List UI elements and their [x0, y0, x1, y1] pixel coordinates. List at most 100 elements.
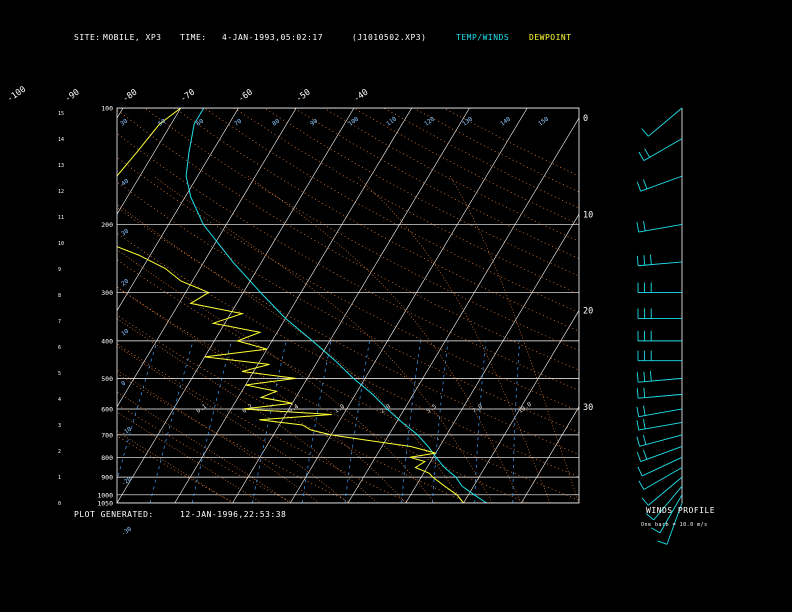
dry-adiabat-line [203, 108, 579, 313]
height-km-tick: 10 [58, 241, 64, 247]
isotherm-label-top: -90 [63, 87, 81, 104]
wind-barb-flag [638, 480, 645, 490]
mixing-ratio-line [117, 340, 158, 481]
height-km-tick: 0 [58, 501, 61, 507]
time-value: 4-JAN-1993,05:02:17 [222, 33, 324, 42]
moist-adiabat-line [117, 286, 407, 503]
mixing-ratio-label: 0.1 [195, 403, 208, 415]
moist-adiabat-line [117, 369, 320, 503]
wind-barb-flag [636, 388, 639, 399]
legend-dewpoint: DEWPOINT [529, 33, 572, 42]
wind-barb-flag [641, 128, 649, 137]
mixing-ratio-line [401, 340, 421, 503]
isotherm-label-top: -80 [121, 87, 139, 104]
mixing-ratio-line [344, 340, 370, 503]
dry-adiabat-line [413, 108, 579, 193]
pressure-tick-label: 600 [101, 405, 113, 413]
isotherm-line [117, 108, 239, 312]
dry-adiabat-label: 110 [385, 115, 398, 127]
theta-label-left: 30 [120, 228, 130, 238]
wind-barb-flag [636, 181, 642, 192]
isotherm-line [0, 108, 8, 503]
winds-profile-label: WINDS PROFILE [646, 506, 716, 515]
dry-adiabat-label: 100 [347, 115, 360, 127]
wind-barb-staff [643, 138, 683, 162]
wind-barb-flag [637, 466, 643, 477]
wind-barb-staff [659, 494, 683, 534]
wind-barb-flag [649, 254, 652, 265]
dry-adiabat-line [383, 108, 579, 209]
wind-barb-flag [642, 405, 646, 416]
dry-adiabat-label: 60 [195, 118, 205, 128]
isotherm-line [578, 502, 579, 503]
wind-barb-flag [649, 371, 652, 382]
dry-adiabat-line [233, 108, 579, 295]
moist-adiabat-line [449, 175, 579, 503]
wind-barb-flag [636, 420, 640, 431]
temperature-profile-line [185, 108, 487, 503]
height-km-tick: 11 [58, 215, 64, 221]
wind-barb-staff [638, 421, 683, 431]
pressure-tick-label: 100 [101, 105, 113, 113]
dry-adiabat-label: 130 [461, 115, 474, 127]
height-km-tick: 8 [58, 293, 61, 299]
height-km-tick: 9 [58, 267, 61, 273]
mixing-ratio-label: 0.2 [241, 403, 254, 415]
isotherm-label-top: -100 [5, 85, 28, 105]
moist-adiabat-line [117, 249, 435, 503]
moist-adiabat-line [117, 411, 262, 503]
moist-adiabat-line [247, 175, 522, 503]
moist-adiabat-line [153, 175, 493, 503]
wind-barb-staff [638, 261, 683, 267]
dry-adiabat-label: 70 [233, 118, 243, 128]
time-label: TIME: [180, 33, 207, 42]
file-name: (J1010502.XP3) [352, 33, 427, 42]
mixing-ratio-line [149, 340, 194, 503]
isotherm-label-top: -40 [352, 87, 370, 104]
dry-adiabat-line [353, 108, 579, 226]
isotherm-label-right: 10 [583, 210, 593, 220]
height-km-tick: 14 [58, 137, 64, 143]
pressure-tick-label: 500 [101, 375, 113, 383]
isotherm-label-top: -50 [294, 87, 312, 104]
dry-adiabat-label: 150 [537, 115, 550, 127]
height-km-tick: 12 [58, 189, 64, 195]
theta-label-left: 40 [120, 178, 130, 188]
isotherm-line [347, 117, 579, 503]
isotherm-line [117, 108, 297, 408]
wind-barb-staff [638, 223, 683, 233]
wind-barb-staff [643, 467, 683, 490]
dry-adiabat-line [117, 286, 528, 503]
dry-adiabat-line [117, 373, 352, 503]
wind-barb-staff [638, 377, 683, 383]
height-km-tick: 6 [58, 345, 61, 351]
wind-barb-flag [642, 221, 646, 232]
wind-barb-staff [648, 476, 683, 506]
isotherm-line [463, 309, 579, 503]
height-km-tick: 3 [58, 423, 61, 429]
wind-barb-flag [636, 406, 640, 417]
mixing-ratio-label: 7.0 [471, 403, 484, 415]
dry-adiabat-line [117, 259, 579, 501]
dry-adiabat-line [173, 108, 579, 332]
plot-generated-value: 12-JAN-1996,22:53:38 [180, 510, 287, 519]
wind-barb-flag [636, 255, 639, 266]
wind-barb-flag [636, 372, 639, 383]
isotherm-line [289, 108, 528, 503]
dry-adiabat-line [117, 206, 579, 455]
wind-barb-flag [636, 436, 640, 447]
dry-adiabat-line [117, 314, 469, 503]
wind-barb-flag [643, 387, 646, 398]
wind-barb-flag [642, 419, 646, 430]
isotherm-line [174, 108, 413, 503]
isotherm-line [405, 213, 579, 503]
isotherm-label-top: -60 [236, 87, 254, 104]
mixing-ratio-line [512, 340, 521, 503]
wind-barb-staff [648, 107, 683, 137]
pressure-tick-label: 1000 [97, 491, 113, 499]
wind-barb-staff [640, 446, 683, 462]
dry-adiabat-label: 120 [423, 115, 436, 127]
mixing-ratio-line [301, 340, 332, 503]
height-km-tick: 4 [58, 397, 61, 403]
